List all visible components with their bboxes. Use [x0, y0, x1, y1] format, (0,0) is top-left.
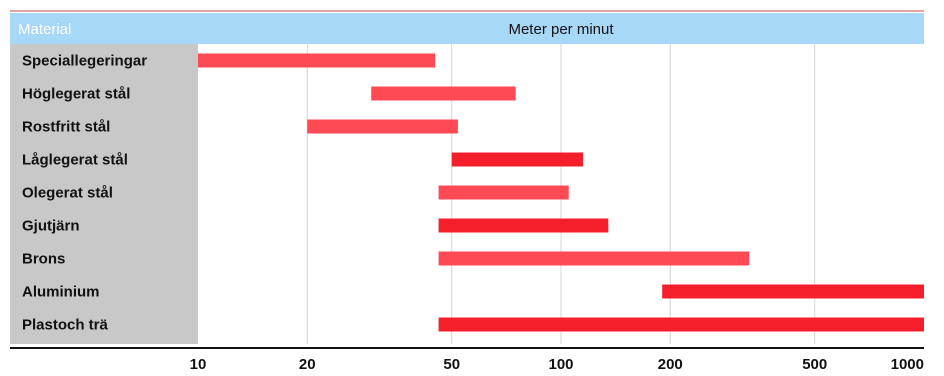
range-bar: [307, 119, 458, 134]
category-label: Rostfritt stål: [22, 119, 110, 136]
category-labels: Speciallegeringar Höglegerat stål Rostfrit…: [22, 53, 147, 334]
category-column-bg: [10, 44, 198, 344]
category-label: Speciallegeringar: [22, 53, 147, 70]
x-tick-label: 100: [548, 356, 573, 373]
x-tick-label: 50: [443, 356, 460, 373]
x-tick-label: 500: [802, 356, 827, 373]
header-right-bg: [198, 13, 924, 44]
range-bar: [438, 317, 924, 332]
range-bar: [438, 218, 609, 233]
category-label: Brons: [22, 251, 65, 268]
range-bar: [438, 185, 569, 200]
range-bar: [438, 251, 750, 266]
category-column-header: Material: [18, 21, 71, 38]
x-tick-label: 200: [658, 356, 683, 373]
bars: [198, 53, 924, 332]
category-label: Höglegerat stål: [22, 86, 130, 103]
range-bar: [662, 284, 924, 299]
category-label: Aluminium: [22, 284, 100, 301]
x-tick-label: 1000: [891, 356, 924, 373]
category-label: Gjutjärn: [22, 218, 80, 235]
header-left-bg: [10, 13, 198, 44]
x-tick-labels: 10 20 50 100 200 500 1000: [190, 356, 924, 373]
value-column-header: Meter per minut: [508, 21, 614, 38]
category-label: Plastoch trä: [22, 317, 109, 334]
x-tick-label: 20: [299, 356, 316, 373]
category-label: Låglegerat stål: [22, 152, 128, 169]
x-tick-label: 10: [190, 356, 207, 373]
range-bar: [371, 86, 516, 101]
category-label: Olegerat stål: [22, 185, 113, 202]
range-bar: [198, 53, 436, 68]
range-bar: [451, 152, 584, 167]
